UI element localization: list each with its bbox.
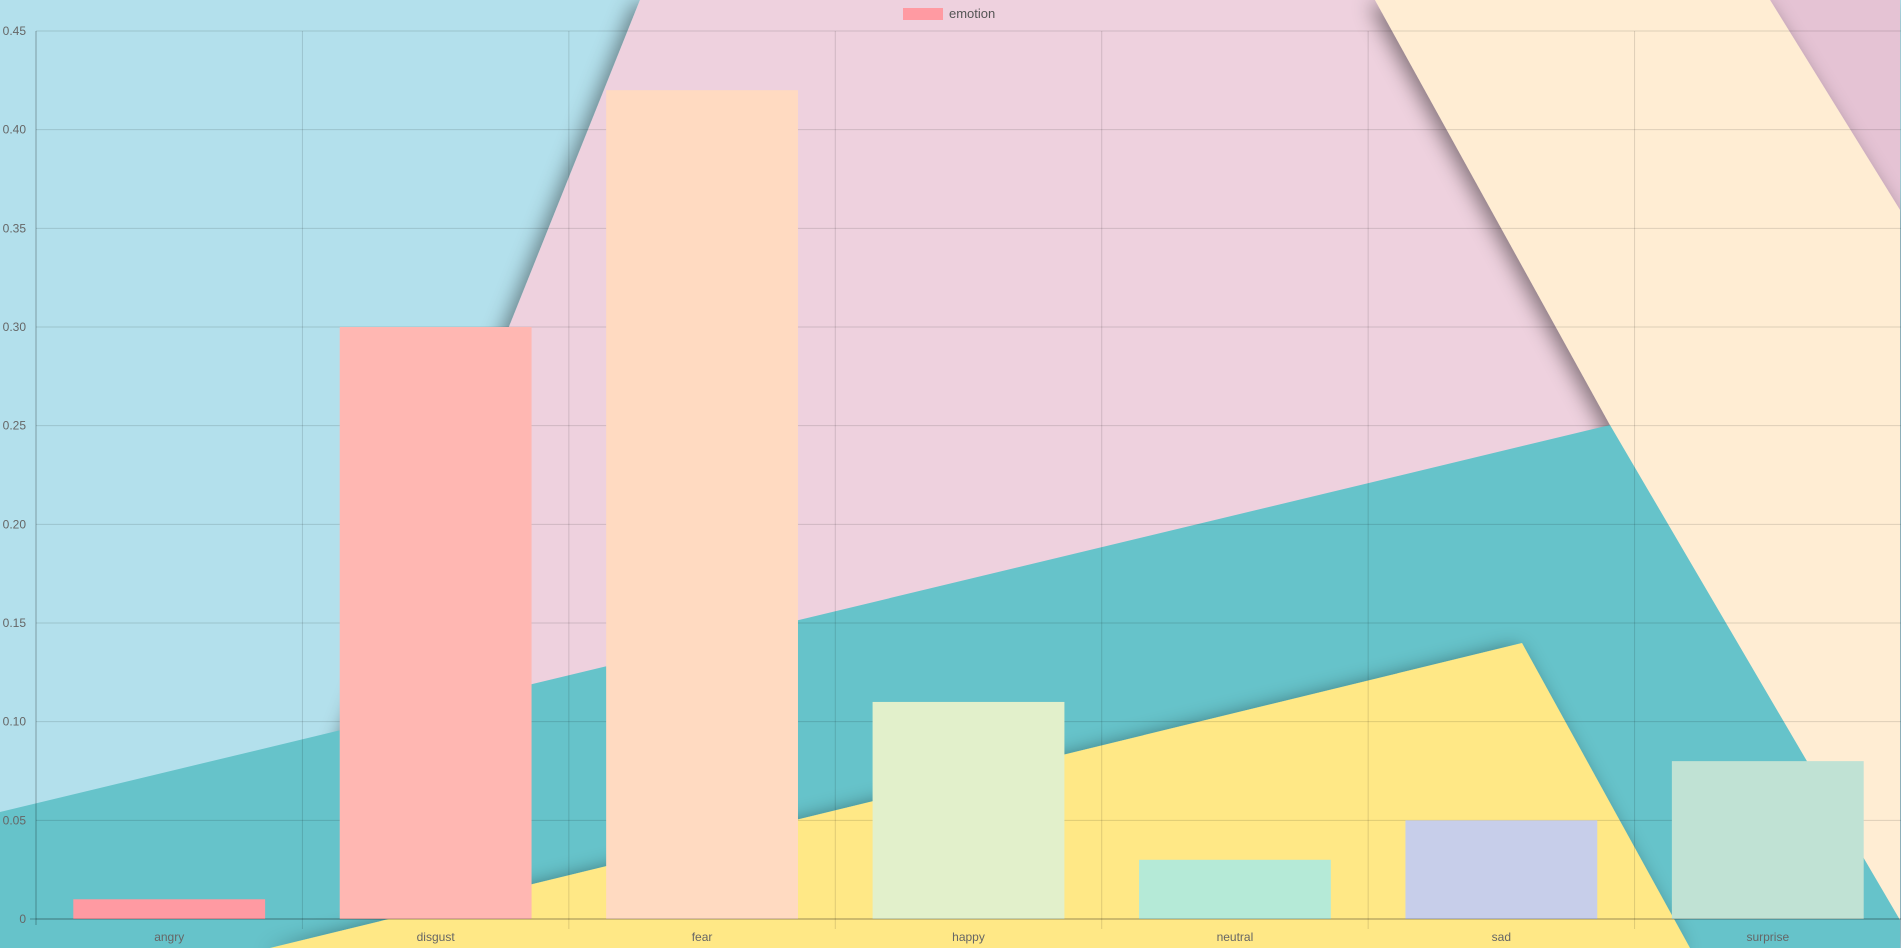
y-tick-label: 0.30 xyxy=(3,320,27,334)
y-tick-label: 0.05 xyxy=(3,813,27,827)
y-tick-label: 0 xyxy=(19,912,26,926)
x-tick-label: neutral xyxy=(1217,930,1254,944)
axes xyxy=(30,31,1901,925)
x-tick-label: fear xyxy=(692,930,713,944)
y-tick-label: 0.45 xyxy=(3,24,27,38)
bar-happy[interactable] xyxy=(872,701,1065,919)
x-tick-label: sad xyxy=(1492,930,1511,944)
y-tick-label: 0.20 xyxy=(3,517,27,531)
x-tick-label: angry xyxy=(154,930,184,944)
y-tick-label: 0.10 xyxy=(3,715,27,729)
y-tick-label: 0.40 xyxy=(3,123,27,137)
legend-label: emotion xyxy=(949,6,995,21)
legend[interactable]: emotion xyxy=(903,6,995,21)
x-tick-label: surprise xyxy=(1746,930,1789,944)
x-tick-label: disgust xyxy=(417,930,456,944)
bar-fear[interactable] xyxy=(606,90,798,919)
y-tick-label: 0.25 xyxy=(3,419,27,433)
legend-swatch xyxy=(903,8,943,20)
bar-disgust[interactable] xyxy=(339,327,532,919)
y-axis-ticks: 0 0.05 0.10 0.15 0.20 0.25 0.30 0.35 0.40 0.45 xyxy=(3,24,27,926)
x-tick-label: happy xyxy=(952,930,985,944)
y-tick-label: 0.15 xyxy=(3,616,27,630)
y-tick-label: 0.35 xyxy=(3,221,27,235)
bar-surprise[interactable] xyxy=(1671,761,1864,919)
bar-angry[interactable] xyxy=(73,899,266,919)
bar-sad[interactable] xyxy=(1405,820,1598,919)
x-axis-ticks: angry disgust fear happy neutral sad surprise xyxy=(154,930,1789,944)
bars xyxy=(73,90,1864,919)
bar-neutral[interactable] xyxy=(1139,859,1331,919)
